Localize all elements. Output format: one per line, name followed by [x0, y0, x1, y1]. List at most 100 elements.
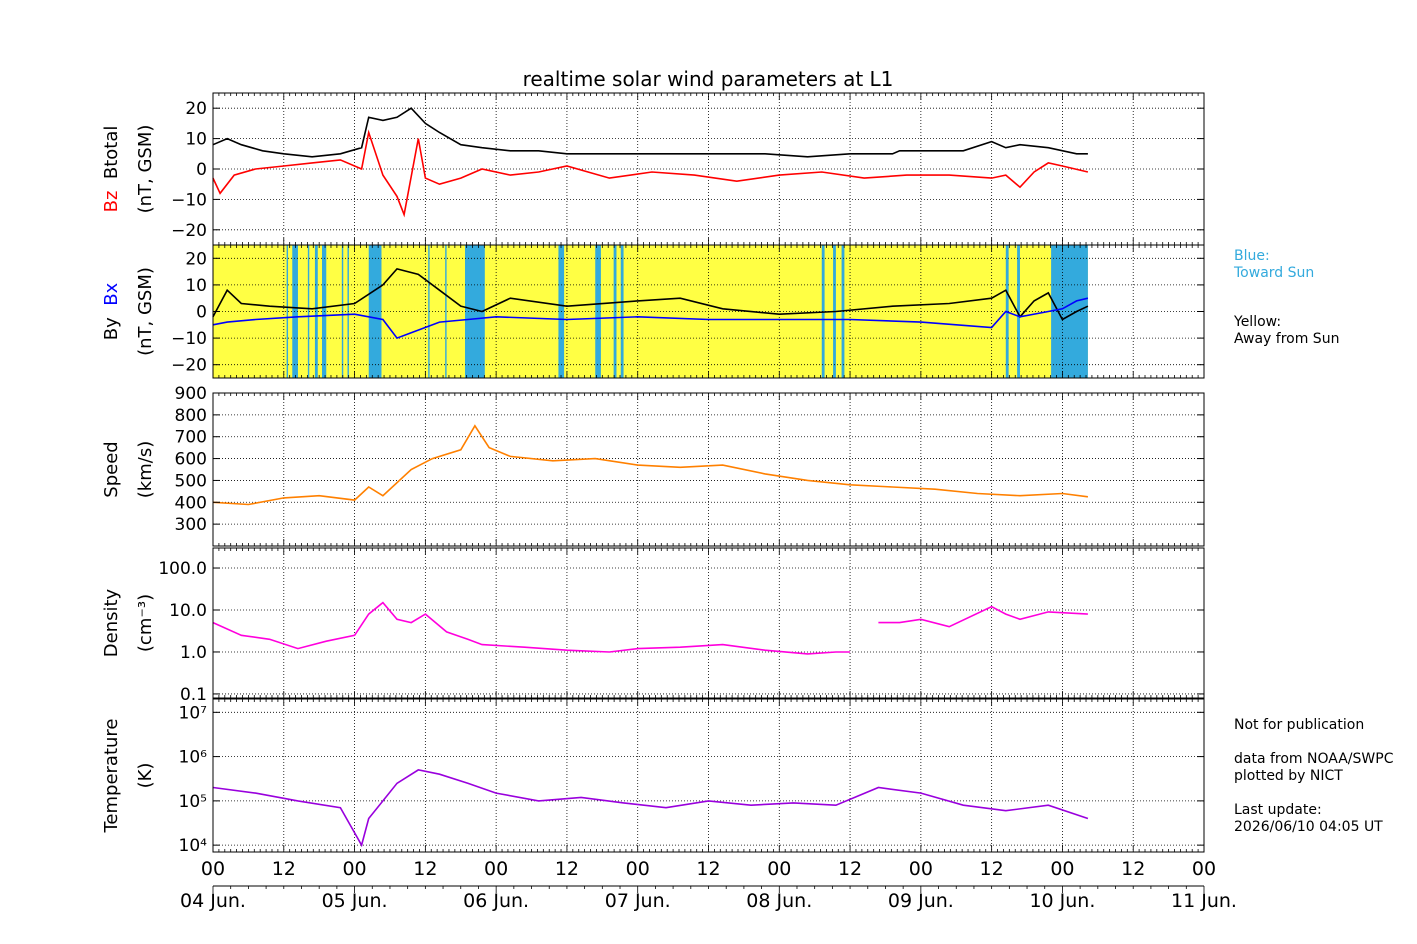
away-sector-background: [213, 245, 1088, 378]
series-line-by: [212, 268, 1089, 321]
x-time-tick-label: 00: [342, 858, 366, 880]
y-tick-label: 10⁷: [179, 703, 208, 723]
toward-sector-band: [620, 245, 624, 378]
toward-sector-band: [1051, 245, 1088, 378]
toward-sector-band: [314, 245, 318, 378]
panel-density: 100.0 10.0 1.0 0.1 Density (cm⁻³): [101, 547, 1205, 705]
y-axis-units: (cm⁻³): [135, 594, 156, 652]
legend-blue-text: Toward Sun: [1234, 265, 1315, 281]
x-time-tick-label: 00: [484, 858, 508, 880]
x-date-label: 06 Jun.: [463, 890, 529, 912]
y-tick-label: 20: [185, 249, 207, 269]
x-time-tick-label: 00: [1050, 858, 1074, 880]
x-date-label: 05 Jun.: [322, 890, 388, 912]
x-time-tick-label: 12: [555, 858, 579, 880]
x-time-tick-label: 00: [1192, 858, 1216, 880]
toward-sector-band: [1017, 245, 1020, 378]
plotted-by-note: plotted by NICT: [1234, 768, 1343, 784]
y-axis-units: (nT, GSM): [135, 125, 156, 214]
y-tick-label: 600: [175, 450, 207, 470]
y-tick-label: 500: [175, 471, 207, 491]
y-tick-label: 10.0: [169, 601, 207, 621]
x-time-tick-label: 12: [272, 858, 296, 880]
y-tick-label: 0: [196, 160, 207, 180]
y-axis-units: (km/s): [135, 441, 156, 498]
y-tick-label: 900: [175, 384, 207, 404]
panel-frame: [212, 392, 1205, 547]
series-line-speed: [212, 424, 1089, 506]
x-axis: 00 12 00 12 00 12 00 12 00 12 00 12 00 12 00 04 Jun. 05 …: [180, 858, 1237, 912]
credits-block: Not for publication data from NOAA/SWPC …: [1234, 717, 1393, 836]
not-for-publication-note: Not for publication: [1234, 717, 1365, 733]
y-axis-label: By Bx: [101, 282, 122, 340]
x-date-label: 09 Jun.: [888, 890, 954, 912]
y-tick-label: 10: [185, 130, 207, 150]
panel-bfield: 20 10 0 −10 −20 Bz Btotal (nT, GSM): [101, 92, 1205, 246]
y-tick-label: 800: [175, 406, 207, 426]
y-axis-label-part: Bx: [101, 282, 122, 317]
toward-sector-band: [286, 245, 289, 378]
legend-yellow-label: Yellow:: [1234, 314, 1282, 330]
y-axis-label: Temperature: [101, 718, 122, 833]
y-axis-label: Speed: [101, 441, 122, 497]
y-axis-units: (K): [135, 763, 156, 789]
x-date-label: 04 Jun.: [180, 890, 246, 912]
y-tick-label: 100.0: [158, 559, 207, 579]
legend-blue-label: Blue:: [1234, 248, 1270, 264]
series-line-bz: [212, 129, 1089, 218]
y-tick-label: 400: [175, 493, 207, 513]
toward-sector-band: [428, 245, 430, 378]
x-time-tick-label: 12: [696, 858, 720, 880]
y-tick-label: 20: [185, 99, 207, 119]
x-date-label: 07 Jun.: [605, 890, 671, 912]
x-time-tick-label: 12: [838, 858, 862, 880]
y-axis-label-part: Bz: [101, 191, 122, 213]
toward-sector-band: [292, 245, 298, 378]
x-time-tick-label: 00: [909, 858, 933, 880]
x-date-label: 10 Jun.: [1029, 890, 1095, 912]
y-axis-label-part: By: [101, 317, 122, 340]
y-axis-label-part: Temperature: [101, 718, 122, 833]
panels-layer: 20 10 0 −10 −20 Bz Btotal (nT, GSM) 20 10 0 −10 −20…: [101, 92, 1205, 856]
y-tick-label: 0.1: [180, 685, 207, 705]
last-update-label: Last update:: [1234, 802, 1322, 818]
y-axis-label-part: Btotal: [101, 126, 122, 191]
series-line-density: [212, 601, 1088, 655]
x-time-tick-label: 12: [413, 858, 437, 880]
y-tick-label: −20: [171, 221, 207, 241]
x-time-tick-label: 00: [626, 858, 650, 880]
panel-temperature: 10⁷ 10⁶ 10⁵ 10⁴ Temperature (K): [101, 698, 1205, 856]
series-line-bx: [212, 297, 1089, 340]
toward-sector-band: [595, 245, 601, 378]
sector-legend-yellow: Yellow: Away from Sun: [1234, 314, 1339, 348]
y-tick-label: 10⁵: [179, 792, 207, 812]
data-source-note: data from NOAA/SWPC: [1234, 751, 1394, 767]
series-line-temperature: [212, 769, 1089, 848]
sector-legend: Blue: Toward Sun: [1234, 248, 1314, 282]
legend-yellow-text: Away from Sun: [1234, 331, 1340, 347]
y-tick-label: 700: [175, 428, 207, 448]
y-axis-label-part: Density: [101, 588, 122, 657]
y-tick-label: −20: [171, 356, 207, 376]
x-time-tick-label: 00: [767, 858, 791, 880]
x-date-label: 08 Jun.: [746, 890, 812, 912]
y-tick-label: −10: [171, 329, 207, 349]
chart-title: realtime solar wind parameters at L1: [523, 67, 894, 91]
y-tick-label: 10: [185, 276, 207, 296]
x-time-tick-label: 00: [201, 858, 225, 880]
y-axis-label-part: Speed: [101, 441, 122, 497]
y-tick-label: 0: [196, 303, 207, 323]
panel-frame: [212, 698, 1205, 853]
x-time-tick-label: 12: [980, 858, 1004, 880]
toward-sector-band: [307, 245, 310, 378]
y-tick-label: 300: [175, 515, 207, 535]
y-axis-label: Density: [101, 588, 122, 657]
y-axis-label: Bz Btotal: [101, 126, 122, 213]
y-tick-label: 1.0: [180, 643, 207, 663]
y-tick-label: 10⁶: [179, 748, 208, 768]
panel-bxby: 20 10 0 −10 −20 By Bx (nT, GSM): [101, 244, 1205, 379]
last-update-value: 2026/06/10 04:05 UT: [1234, 819, 1383, 835]
series-line-btotal: [212, 107, 1088, 158]
